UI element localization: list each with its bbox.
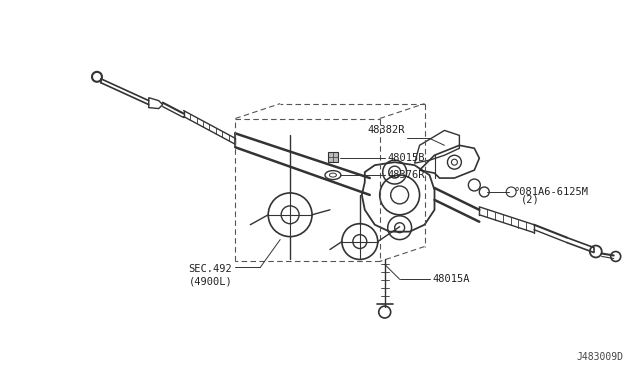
Text: 48015A: 48015A — [433, 274, 470, 284]
Ellipse shape — [330, 173, 337, 177]
Text: 48382R: 48382R — [367, 125, 404, 135]
Text: °081A6-6125M: °081A6-6125M — [513, 187, 588, 197]
Text: J483009D: J483009D — [577, 352, 623, 362]
Text: 48015B: 48015B — [388, 153, 425, 163]
Text: SEC.492
(4900L): SEC.492 (4900L) — [189, 264, 232, 286]
Text: 48376R: 48376R — [388, 170, 425, 180]
Bar — [328, 152, 338, 162]
Ellipse shape — [325, 171, 341, 180]
Text: (2): (2) — [521, 195, 540, 205]
